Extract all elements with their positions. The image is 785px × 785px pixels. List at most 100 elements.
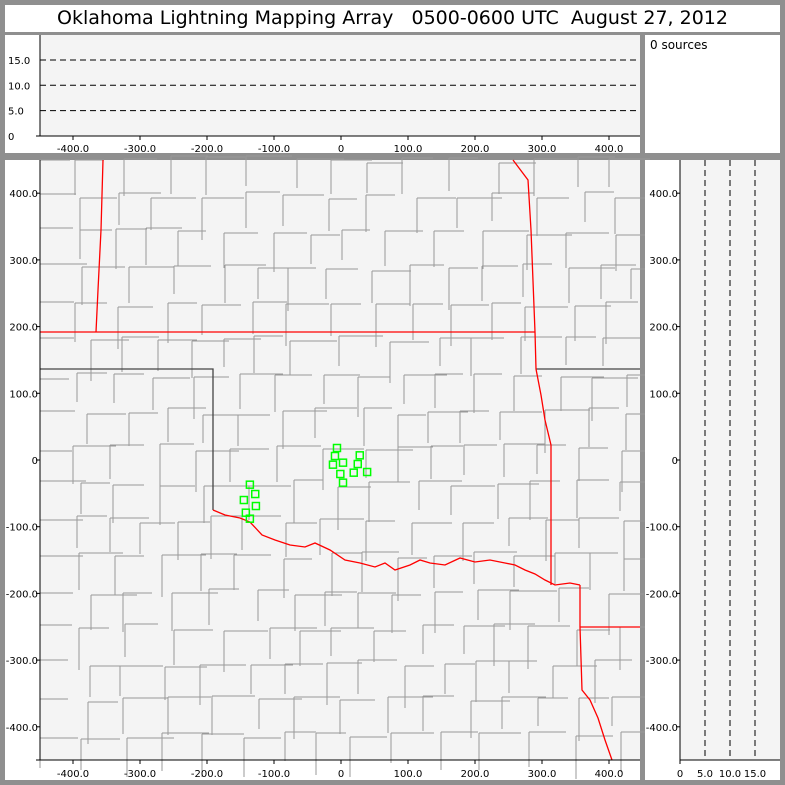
county-boundary — [257, 267, 292, 299]
county-boundary — [473, 373, 502, 413]
county-boundary — [390, 732, 434, 763]
county-boundary — [591, 377, 638, 421]
map-y-tick-label: 300.0 — [9, 256, 38, 267]
county-boundary — [401, 157, 433, 194]
county-boundary — [126, 737, 174, 777]
county-boundary — [211, 695, 255, 735]
county-boundary — [470, 337, 504, 376]
county-boundary — [293, 479, 323, 523]
county-boundary — [575, 735, 613, 779]
altitude-x-tick-label: 100.0 — [394, 144, 423, 155]
county-boundary — [330, 303, 361, 336]
county-boundary — [357, 659, 397, 694]
county-boundary — [440, 731, 478, 770]
county-boundary — [491, 192, 534, 221]
county-boundary — [289, 340, 337, 375]
county-boundary — [328, 198, 357, 231]
county-boundary — [323, 374, 360, 404]
tx-panhandle-border — [40, 368, 214, 510]
county-boundary — [233, 554, 271, 590]
altitude-vs-x-panel: 0 5.0 10.0 15.0 -400.0 -300.0 -200.0 -100.0 0 100… — [5, 35, 640, 155]
county-boundary — [365, 194, 395, 232]
county-boundary — [605, 301, 638, 344]
county-boundary — [114, 555, 144, 595]
county-boundary — [477, 589, 519, 620]
county-boundary — [257, 589, 289, 621]
county-boundary — [167, 696, 211, 735]
county-boundary — [299, 630, 341, 666]
altitude-vs-y-panel: 400.0 300.0 200.0 100.0 0 -100.0 -200.0 -300.0 -… — [645, 160, 780, 780]
side-y-tick-label: 100.0 — [649, 389, 678, 400]
county-boundary — [578, 517, 619, 548]
county-boundary — [508, 660, 537, 693]
county-boundary — [193, 376, 229, 419]
county-boundary — [537, 697, 568, 726]
county-boundary — [121, 336, 159, 372]
county-boundary — [243, 737, 281, 777]
county-boundary — [81, 266, 125, 305]
county-boundary — [80, 482, 110, 514]
altitude-y-tick-label: 10.0 — [8, 81, 30, 92]
county-boundary — [314, 407, 357, 438]
county-boundary — [294, 594, 342, 631]
county-boundary — [157, 339, 197, 371]
county-boundary — [191, 340, 229, 378]
map-x-tick-label: 300.0 — [528, 769, 557, 780]
side-y-tick-label: -300.0 — [646, 656, 678, 667]
county-boundary — [89, 665, 120, 697]
county-boundary — [285, 303, 329, 346]
side-y-tick-label: -100.0 — [646, 523, 678, 534]
county-boundary — [611, 696, 646, 726]
county-boundary — [128, 412, 158, 446]
county-boundary — [78, 552, 123, 590]
map-x-tick-label: 200.0 — [461, 769, 490, 780]
county-boundary — [139, 522, 175, 554]
county-boundary — [608, 158, 650, 187]
lma-station-marker — [338, 478, 348, 487]
county-boundary — [536, 197, 569, 236]
county-boundary — [284, 731, 316, 761]
county-boundary — [86, 413, 126, 444]
county-boundary — [508, 517, 548, 546]
county-boundary — [391, 594, 421, 633]
county-boundary — [397, 446, 433, 482]
county-boundary — [112, 484, 144, 523]
county-boundary — [448, 267, 478, 310]
county-boundary — [201, 197, 244, 240]
county-boundary — [250, 664, 293, 694]
county-boundary — [170, 155, 208, 194]
county-boundary — [109, 517, 149, 552]
co-ks-border — [95, 159, 104, 333]
county-boundary — [324, 591, 357, 626]
county-boundary — [456, 197, 502, 228]
county-boundary — [459, 410, 489, 443]
county-boundary — [588, 407, 619, 447]
lma-station-marker — [355, 451, 365, 460]
county-boundary — [397, 557, 427, 601]
county-boundary — [473, 551, 517, 584]
county-boundary — [203, 485, 250, 523]
county-boundary — [171, 592, 218, 631]
lma-station-marker — [349, 468, 358, 477]
county-boundary — [159, 485, 195, 525]
county-boundary — [331, 552, 362, 596]
county-boundary — [522, 263, 552, 297]
county-boundary — [202, 414, 243, 443]
county-boundary — [513, 555, 555, 587]
county-boundary — [493, 623, 535, 666]
county-boundary — [527, 625, 570, 669]
side-y-tick-label: -200.0 — [646, 589, 678, 600]
county-boundary — [578, 697, 609, 741]
county-boundary — [448, 157, 478, 191]
county-boundary — [152, 377, 190, 410]
altitude-x-tick-label: -400.0 — [57, 144, 89, 155]
county-boundary — [529, 480, 560, 520]
county-boundary — [499, 411, 542, 440]
map-x-tick-label: -300.0 — [124, 769, 156, 780]
lma-station-marker — [251, 501, 261, 511]
county-boundary — [74, 159, 104, 195]
county-boundary — [253, 335, 283, 373]
county-boundary — [115, 228, 147, 269]
map-x-tick-label: 0 — [338, 769, 344, 780]
county-boundary — [274, 374, 312, 412]
